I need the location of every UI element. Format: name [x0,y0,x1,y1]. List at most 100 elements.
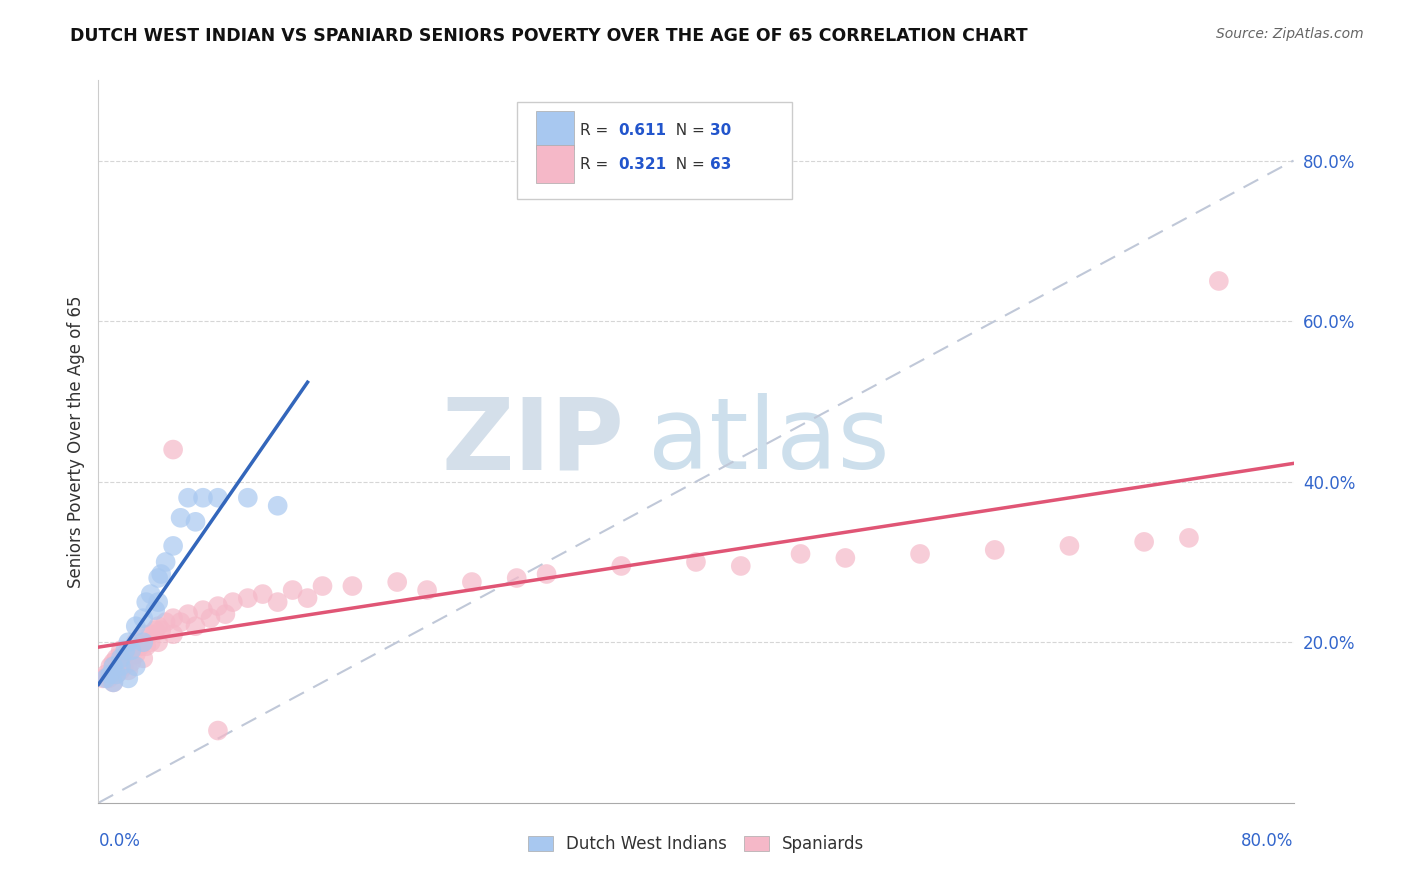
Point [610,558,633,574]
Point [461,574,484,589]
Point [117,635,139,649]
Point [150,567,173,582]
Point [506,571,529,585]
Point [125,635,148,649]
Point [91,671,114,685]
Text: 0.611: 0.611 [619,122,666,137]
Point [267,499,290,513]
Point [129,639,152,653]
Point [110,651,132,665]
Point [139,635,162,649]
Point [132,635,155,649]
Point [385,574,409,589]
Point [1208,274,1230,288]
Point [1133,534,1156,549]
Point [536,567,558,582]
Point [110,664,132,678]
Point [169,615,191,630]
Point [155,555,177,569]
Text: DUTCH WEST INDIAN VS SPANIARD SENIORS POVERTY OVER THE AGE OF 65 CORRELATION CHA: DUTCH WEST INDIAN VS SPANIARD SENIORS PO… [70,27,1028,45]
Point [94,671,117,685]
Point [110,643,132,657]
Point [184,515,207,529]
Point [191,491,214,505]
Point [117,671,139,685]
Point [207,723,229,738]
Text: N =: N = [666,122,710,137]
Point [148,571,170,585]
Point [1178,531,1201,545]
Point [281,583,304,598]
Text: R =: R = [581,157,613,171]
Point [730,558,752,574]
Point [98,659,122,673]
Point [103,655,125,669]
Point [97,671,120,685]
Point [155,615,177,630]
Point [105,651,128,665]
Point [105,667,128,681]
Point [789,547,811,561]
Text: R =: R = [581,122,613,137]
FancyBboxPatch shape [536,112,574,149]
Point [148,635,170,649]
Point [110,659,132,673]
Point [207,599,229,614]
Point [117,643,139,657]
Point [103,675,125,690]
Text: 63: 63 [710,157,731,171]
Point [94,667,117,681]
Point [132,611,155,625]
FancyBboxPatch shape [536,145,574,183]
Point [236,491,259,505]
Point [143,603,166,617]
Point [236,591,259,605]
Point [834,550,856,566]
Point [342,579,364,593]
Point [191,603,214,617]
Point [139,627,162,641]
Point [148,595,170,609]
Point [162,442,184,457]
Point [98,667,122,681]
Point [214,607,236,621]
Text: atlas: atlas [648,393,890,490]
Point [177,607,200,621]
Point [184,619,207,633]
Point [416,583,439,598]
Point [139,587,162,601]
Text: Source: ZipAtlas.com: Source: ZipAtlas.com [1216,27,1364,41]
FancyBboxPatch shape [517,102,792,200]
Point [125,619,148,633]
Point [311,579,333,593]
Legend: Dutch West Indians, Spaniards: Dutch West Indians, Spaniards [522,828,870,860]
Point [103,675,125,690]
Text: ZIP: ZIP [441,393,624,490]
Point [143,623,166,637]
Point [169,510,191,524]
Point [148,619,170,633]
Point [908,547,931,561]
Text: 30: 30 [710,122,731,137]
Text: 80.0%: 80.0% [1241,832,1294,850]
Point [105,667,128,681]
Point [685,555,707,569]
Point [125,648,148,662]
Point [150,623,173,637]
Point [162,611,184,625]
Point [252,587,274,601]
Point [125,659,148,673]
Point [267,595,290,609]
Point [120,643,142,657]
Text: 0.321: 0.321 [619,157,666,171]
Point [207,491,229,505]
Point [117,664,139,678]
Point [132,627,155,641]
Point [200,611,222,625]
Y-axis label: Seniors Poverty Over the Age of 65: Seniors Poverty Over the Age of 65 [66,295,84,588]
Point [222,595,245,609]
Text: N =: N = [666,157,710,171]
Point [114,648,136,662]
Point [120,655,142,669]
Point [112,659,135,673]
